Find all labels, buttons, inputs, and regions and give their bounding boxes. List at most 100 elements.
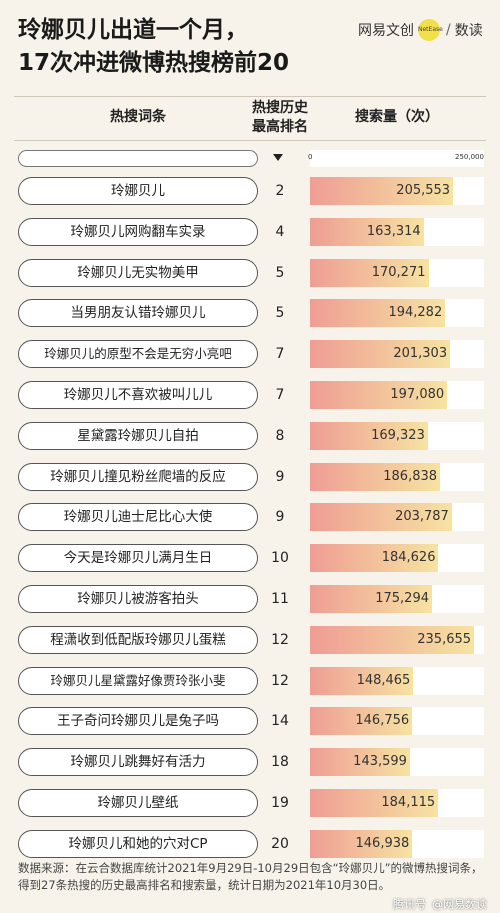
rank-value: 14	[271, 713, 289, 729]
bar-track: 197,080	[310, 381, 484, 409]
rank-value: 18	[271, 754, 289, 770]
bar-value-label: 194,282	[388, 305, 443, 320]
bar	[310, 177, 454, 205]
rank-value: 8	[275, 428, 285, 444]
topic-label: 玲娜贝儿被游客拍头	[18, 585, 258, 613]
bar-track: 235,655	[310, 626, 484, 654]
bar-track: 186,838	[310, 463, 484, 491]
rank-value: 5	[275, 305, 285, 321]
bar-value-label: 170,271	[371, 265, 426, 280]
bar	[310, 544, 439, 572]
bar-value-label: 146,756	[355, 713, 410, 728]
rank-value: 9	[275, 509, 285, 525]
bar-value-label: 184,626	[381, 550, 436, 565]
bar-track: 175,294	[310, 585, 484, 613]
rank-value: 7	[275, 387, 285, 403]
rank-value: 12	[271, 673, 289, 689]
topic-axis-pill	[18, 150, 258, 167]
bar-track: 143,599	[310, 748, 484, 776]
bar	[310, 340, 451, 368]
rank-value: 20	[271, 836, 289, 852]
bar-value-label: 235,655	[417, 632, 472, 647]
header-bottom-rule	[14, 140, 486, 141]
bar-track: 194,282	[310, 299, 484, 327]
rank-value: 11	[271, 591, 289, 607]
bar-track: 146,938	[310, 830, 484, 858]
bar-value-label: 146,938	[355, 836, 410, 851]
axis-tick-max: 250,000	[455, 153, 484, 161]
bar-track: 184,626	[310, 544, 484, 572]
rank-value: 12	[271, 632, 289, 648]
rank-value: 19	[271, 795, 289, 811]
brand-dot-icon: NetEase	[418, 19, 443, 41]
topic-label: 王子奇问玲娜贝儿是兔子吗	[18, 707, 258, 735]
bar-track: 170,271	[310, 259, 484, 287]
topic-label: 玲娜贝儿不喜欢被叫儿儿	[18, 381, 258, 409]
topic-label: 玲娜贝儿壁纸	[18, 789, 258, 817]
column-header-volume: 搜索量（次）	[355, 109, 439, 125]
bar	[310, 422, 428, 450]
column-header-topic: 热搜词条	[110, 109, 166, 125]
topic-label: 当男朋友认错玲娜贝儿	[18, 299, 258, 327]
rank-value: 9	[275, 469, 285, 485]
topic-label: 玲娜贝儿跳舞好有活力	[18, 748, 258, 776]
bar-value-label: 186,838	[383, 469, 438, 484]
watermark-platform: 腾讯号	[393, 898, 426, 911]
bar-value-label: 169,323	[371, 428, 425, 443]
brand-right-text: 数读	[454, 23, 483, 39]
bar-track: 184,115	[310, 789, 484, 817]
bar-track: 205,553	[310, 177, 484, 205]
topic-label: 玲娜贝儿迪士尼比心大使	[18, 503, 258, 531]
bar	[310, 667, 414, 695]
bar	[310, 299, 446, 327]
bar-track: 203,787	[310, 503, 484, 531]
sort-down-icon	[273, 154, 283, 161]
value-axis-track	[310, 150, 484, 167]
topic-label: 玲娜贝儿无实物美甲	[18, 259, 258, 287]
brand-logo: 网易文创 NetEase / 数读	[358, 16, 483, 44]
bar-value-label: 203,787	[395, 509, 449, 524]
column-header-rank-line-1: 热搜历史	[252, 100, 308, 116]
topic-label: 玲娜贝儿网购翻车实录	[18, 218, 258, 246]
bar	[310, 830, 413, 858]
bar	[310, 707, 413, 735]
bar-value-label: 148,465	[356, 673, 411, 688]
title-line-2: 17次冲进微博热搜榜前20	[18, 50, 290, 76]
title-line-1: 玲娜贝儿出道一个月，	[18, 17, 248, 43]
topic-label: 玲娜贝儿和她的穴对CP	[18, 830, 258, 858]
bar-value-label: 143,599	[353, 754, 407, 769]
bar-value-label: 184,115	[381, 795, 436, 810]
bar-track: 169,323	[310, 422, 484, 450]
page-title: 玲娜贝儿出道一个月， 17次冲进微博热搜榜前20	[18, 14, 348, 80]
rank-value: 7	[275, 346, 285, 362]
bar	[310, 463, 441, 491]
bar	[310, 503, 452, 531]
rank-value: 10	[271, 550, 289, 566]
column-header-rank-line-2: 最高排名	[252, 119, 308, 135]
topic-label: 星黛露玲娜贝儿自拍	[18, 422, 258, 450]
topic-label: 玲娜贝儿	[18, 177, 258, 205]
topic-label: 玲娜贝儿撞见粉丝爬墙的反应	[18, 463, 258, 491]
bar-value-label: 201,303	[393, 346, 448, 361]
bar	[310, 259, 429, 287]
bar	[310, 218, 424, 246]
bar-track: 148,465	[310, 667, 484, 695]
bar	[310, 626, 475, 654]
bar-track: 163,314	[310, 218, 484, 246]
bar-value-label: 197,080	[390, 387, 445, 402]
topic-label: 程潇收到低配版玲娜贝儿蛋糕	[18, 626, 258, 654]
bar-value-label: 175,294	[375, 591, 429, 606]
brand-separator: /	[446, 22, 451, 38]
bar-track: 201,303	[310, 340, 484, 368]
bar	[310, 789, 439, 817]
data-source-note: 数据来源：在云合数据库统计2021年9月29日-10月29日包含“玲娜贝儿”的微…	[18, 861, 483, 892]
topic-label: 玲娜贝儿的原型不会是无穷小亮吧	[18, 340, 258, 368]
rank-value: 5	[275, 265, 285, 281]
rank-value: 2	[275, 183, 285, 199]
bar	[310, 748, 410, 776]
rank-value: 4	[275, 224, 285, 240]
bar	[310, 585, 432, 613]
topic-label: 今天是玲娜贝儿满月生日	[18, 544, 258, 572]
axis-tick-min: 0	[308, 153, 313, 161]
watermark-account: @网易数读	[432, 898, 487, 911]
